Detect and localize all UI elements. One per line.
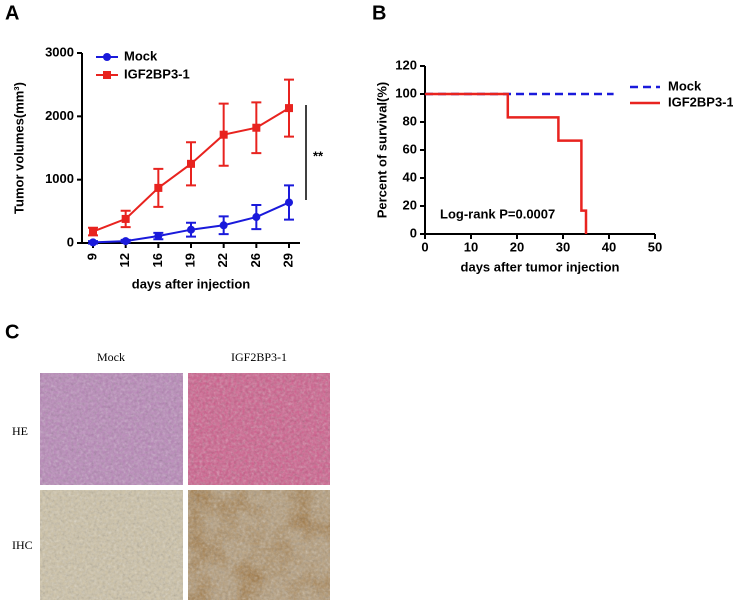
x-tick-label: 29 — [280, 253, 295, 267]
row-label: HE — [12, 424, 28, 438]
x-tick-label: 19 — [182, 253, 197, 267]
survival-curve — [425, 92, 588, 234]
y-tick-label: 2000 — [45, 108, 74, 123]
column-label: IGF2BP3-1 — [231, 350, 287, 364]
marker — [187, 159, 195, 168]
y-tick-label: 0 — [67, 234, 74, 249]
marker — [121, 237, 130, 246]
marker — [252, 213, 261, 222]
x-tick-label: 9 — [84, 253, 99, 260]
histology-images — [40, 373, 330, 600]
legend-label: IGF2BP3-1 — [124, 66, 190, 81]
y-tick-label: 20 — [403, 197, 417, 212]
x-tick-label: 10 — [464, 239, 478, 254]
marker — [89, 227, 97, 236]
legend-label: IGF2BP3-1 — [668, 94, 733, 109]
x-tick-label: 20 — [510, 239, 524, 254]
marker — [154, 232, 163, 241]
x-tick-label: 12 — [117, 253, 132, 267]
marker — [285, 198, 293, 207]
panel-label: A — [5, 2, 19, 24]
y-tick-label: 1000 — [45, 171, 74, 186]
marker — [154, 183, 163, 192]
texture — [188, 490, 330, 600]
column-label: Mock — [97, 350, 125, 364]
legend-label: Mock — [668, 78, 702, 93]
x-axis-label: days after injection — [132, 276, 251, 291]
legend-marker — [103, 71, 111, 79]
x-tick-label: 40 — [602, 239, 616, 254]
legend-label: Mock — [124, 48, 158, 63]
y-tick-label: 60 — [403, 141, 417, 156]
y-tick-label: 100 — [395, 85, 417, 100]
panel-label: C — [5, 321, 19, 343]
y-axis-label: Tumor volumes(mm³) — [11, 82, 26, 214]
texture — [40, 490, 183, 600]
x-tick-label: 30 — [556, 239, 570, 254]
y-tick-label: 80 — [403, 113, 417, 128]
marker — [187, 225, 195, 234]
texture — [188, 373, 330, 485]
texture — [40, 373, 183, 485]
marker — [219, 130, 228, 139]
legend-marker — [103, 53, 111, 61]
marker — [252, 123, 261, 132]
annotation: ** — [313, 148, 324, 163]
panel-label: B — [372, 2, 386, 24]
x-axis-label: days after tumor injection — [461, 259, 620, 274]
y-tick-label: 0 — [410, 225, 417, 240]
annotation: Log-rank P=0.0007 — [440, 206, 555, 221]
marker — [219, 221, 228, 230]
marker — [285, 104, 293, 113]
y-tick-label: 3000 — [45, 44, 74, 59]
y-tick-label: 120 — [395, 57, 417, 72]
x-tick-label: 16 — [150, 253, 165, 267]
y-tick-label: 40 — [403, 169, 417, 184]
x-tick-label: 0 — [421, 239, 428, 254]
row-label: IHC — [12, 538, 33, 552]
x-tick-label: 22 — [215, 253, 230, 267]
y-axis-label: Percent of survival(%) — [374, 82, 389, 219]
x-tick-label: 50 — [648, 239, 662, 254]
x-tick-label: 26 — [248, 253, 263, 267]
marker — [121, 214, 130, 223]
marker — [89, 238, 97, 247]
